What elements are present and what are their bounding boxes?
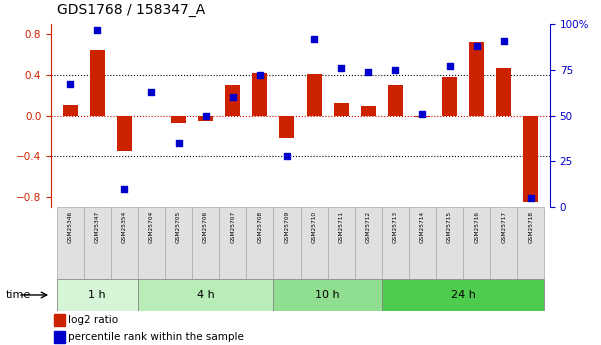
FancyBboxPatch shape	[409, 207, 436, 279]
Bar	[53, 331, 64, 343]
Text: GSM25708: GSM25708	[257, 210, 262, 243]
Text: GSM25710: GSM25710	[311, 210, 317, 243]
Bar	[63, 106, 78, 116]
Text: GSM25713: GSM25713	[393, 210, 398, 243]
Point	[147, 89, 156, 95]
FancyBboxPatch shape	[138, 279, 273, 311]
FancyBboxPatch shape	[273, 207, 300, 279]
Text: GSM25717: GSM25717	[501, 210, 506, 243]
Bar	[198, 116, 213, 121]
FancyBboxPatch shape	[84, 207, 111, 279]
Bar	[469, 42, 484, 116]
FancyBboxPatch shape	[382, 207, 409, 279]
Text: time: time	[6, 290, 31, 300]
Point	[499, 38, 508, 43]
Point	[255, 72, 264, 78]
Text: 1 h: 1 h	[88, 290, 106, 300]
FancyBboxPatch shape	[219, 207, 246, 279]
FancyBboxPatch shape	[517, 207, 545, 279]
Point	[201, 113, 210, 118]
Bar	[307, 74, 322, 116]
Text: GSM25346: GSM25346	[67, 210, 73, 243]
Bar	[496, 68, 511, 116]
Point	[472, 43, 481, 49]
Point	[391, 67, 400, 72]
Text: GSM25707: GSM25707	[230, 210, 235, 243]
Text: percentile rank within the sample: percentile rank within the sample	[67, 333, 243, 342]
Point	[364, 69, 373, 75]
FancyBboxPatch shape	[300, 207, 328, 279]
FancyBboxPatch shape	[56, 207, 84, 279]
Bar	[388, 85, 403, 116]
FancyBboxPatch shape	[192, 207, 219, 279]
FancyBboxPatch shape	[165, 207, 192, 279]
Text: GSM25718: GSM25718	[528, 210, 534, 243]
Bar	[523, 116, 538, 202]
FancyBboxPatch shape	[328, 207, 355, 279]
Point	[418, 111, 427, 117]
Point	[310, 36, 319, 41]
Point	[228, 95, 237, 100]
Text: GSM25347: GSM25347	[95, 210, 100, 243]
Bar	[415, 116, 430, 117]
Bar	[252, 73, 267, 116]
Point	[337, 65, 346, 71]
Text: log2 ratio: log2 ratio	[67, 315, 118, 325]
FancyBboxPatch shape	[56, 279, 138, 311]
Bar	[171, 116, 186, 123]
Text: GSM25712: GSM25712	[366, 210, 371, 243]
Text: GSM25714: GSM25714	[420, 210, 425, 243]
FancyBboxPatch shape	[273, 279, 382, 311]
Text: 24 h: 24 h	[451, 290, 475, 300]
Text: GSM25704: GSM25704	[149, 210, 154, 243]
Point	[174, 140, 183, 146]
Text: GSM25705: GSM25705	[176, 210, 181, 243]
Bar	[90, 50, 105, 116]
Bar	[442, 77, 457, 116]
Bar	[361, 106, 376, 116]
Text: 4 h: 4 h	[197, 290, 215, 300]
Bar	[334, 104, 349, 116]
Text: GSM25709: GSM25709	[284, 210, 290, 243]
Text: GSM25716: GSM25716	[474, 210, 479, 243]
Point	[445, 63, 454, 69]
FancyBboxPatch shape	[436, 207, 463, 279]
Text: GSM25706: GSM25706	[203, 210, 208, 243]
FancyBboxPatch shape	[246, 207, 273, 279]
FancyBboxPatch shape	[138, 207, 165, 279]
FancyBboxPatch shape	[111, 207, 138, 279]
Bar	[225, 85, 240, 116]
Point	[66, 82, 75, 87]
Text: GDS1768 / 158347_A: GDS1768 / 158347_A	[57, 3, 206, 17]
FancyBboxPatch shape	[382, 279, 545, 311]
Point	[93, 27, 102, 32]
Text: GSM25711: GSM25711	[339, 210, 344, 243]
Text: GSM25354: GSM25354	[122, 210, 127, 243]
Point	[282, 153, 291, 159]
FancyBboxPatch shape	[463, 207, 490, 279]
FancyBboxPatch shape	[355, 207, 382, 279]
Point	[120, 186, 129, 191]
Bar	[117, 116, 132, 151]
Text: GSM25715: GSM25715	[447, 210, 452, 243]
Point	[526, 195, 535, 200]
FancyBboxPatch shape	[490, 207, 517, 279]
Bar	[279, 116, 294, 138]
Bar	[53, 314, 64, 326]
Text: 10 h: 10 h	[316, 290, 340, 300]
